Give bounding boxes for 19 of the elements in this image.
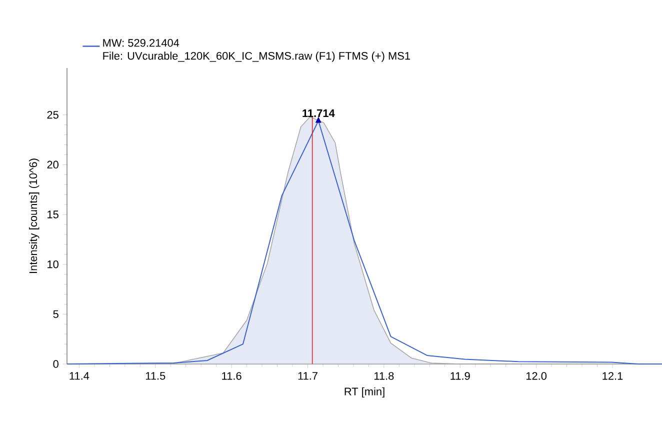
legend-label: MW: 529.21404 — [103, 39, 180, 47]
x-tick-label: 11.9 — [450, 372, 470, 380]
x-tick-label: 11.7 — [298, 372, 318, 380]
x-tick-label: 11.5 — [146, 372, 166, 380]
text: File: UVcurable_120K_60K_IC_MSMS.raw (F1) FTMS (+) MS1 — [103, 52, 410, 62]
annotation: 11.714 — [302, 109, 335, 117]
x-tick-label: 12.1 — [602, 372, 623, 380]
y-tick-label: 10 — [48, 260, 58, 268]
x-tick-label: 11.6 — [222, 372, 242, 380]
y-tick-label: 25 — [47, 110, 58, 119]
y-tick-label: 15 — [48, 210, 58, 218]
y-tick-label: 5 — [53, 310, 58, 318]
x-axis-title: RT [min] — [344, 387, 384, 398]
x-tick-label: 11.8 — [374, 372, 394, 380]
y-tick-label: 20 — [47, 160, 58, 169]
x-tick-label: 12.0 — [526, 372, 547, 380]
y-axis-title: Intensity [counts] (10^6) — [29, 158, 40, 273]
y-tick-label: 0 — [53, 360, 58, 368]
x-tick-label: 11.4 — [70, 372, 90, 380]
